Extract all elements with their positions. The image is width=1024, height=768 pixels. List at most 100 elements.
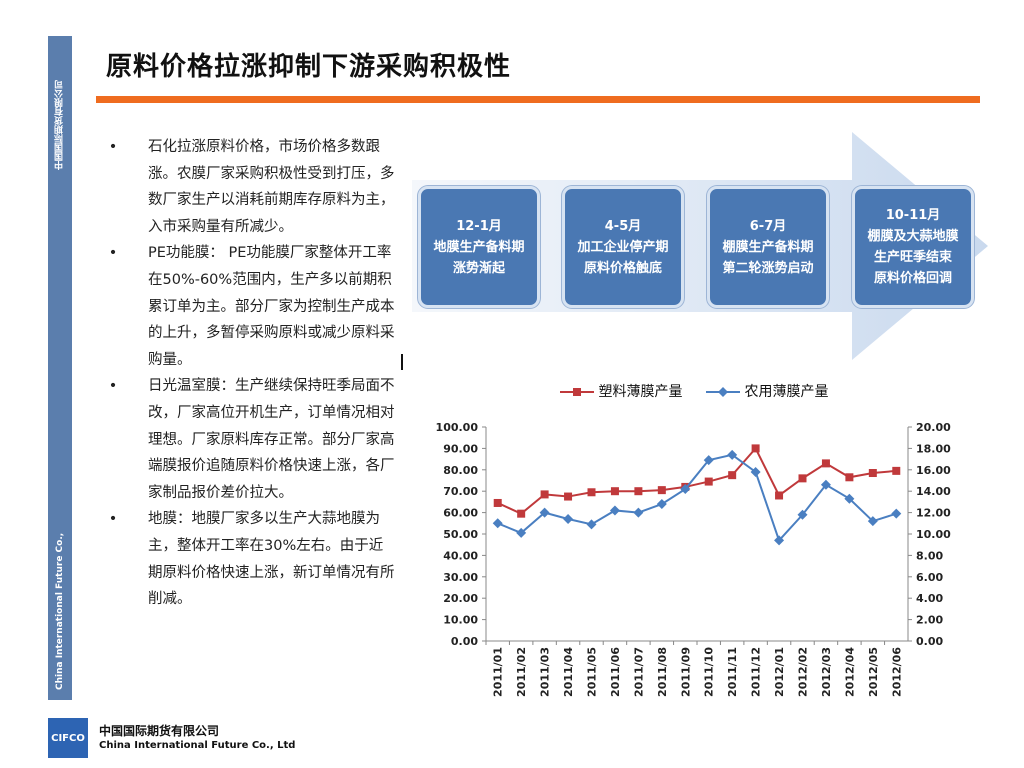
left-axis-tick-label: 0.00 (451, 635, 478, 648)
data-point-agri (656, 499, 667, 510)
footer-company-en: China International Future Co., Ltd (99, 740, 296, 751)
data-point-agri (563, 514, 574, 525)
sidebar-company-en: China International Future Co., Ltd (55, 532, 89, 690)
x-axis-tick-label: 2011/08 (656, 647, 669, 697)
left-axis-tick-label: 40.00 (443, 549, 478, 562)
data-point-agri (797, 509, 808, 520)
timeline-period: 4-5月 (604, 218, 642, 234)
right-axis-tick-label: 4.00 (916, 592, 943, 605)
x-axis-tick-label: 2011/07 (632, 647, 645, 697)
x-axis-tick-label: 2012/04 (843, 647, 856, 697)
x-axis-tick-label: 2011/04 (562, 647, 575, 697)
data-point-plastic (517, 509, 526, 518)
data-point-agri (516, 527, 527, 538)
x-axis-tick-label: 2011/11 (726, 647, 739, 697)
data-point-plastic (868, 469, 877, 478)
right-axis-tick-label: 10.00 (916, 528, 951, 541)
timeline-arrow (412, 132, 988, 360)
right-axis-tick-label: 6.00 (916, 571, 943, 584)
data-point-agri (586, 519, 597, 530)
data-point-plastic (845, 473, 854, 482)
left-axis-tick-label: 90.00 (443, 442, 478, 455)
data-point-plastic (892, 466, 901, 475)
x-axis-tick-label: 2012/03 (820, 647, 833, 697)
legend-marker-diamond-icon (706, 387, 740, 397)
series-line-agri (497, 453, 897, 543)
timeline-note: 涨势渐起 (452, 260, 505, 276)
timeline-note: 生产旺季结束 (873, 250, 952, 265)
timeline-period: 12-1月 (456, 218, 502, 234)
right-axis-tick-label: 8.00 (916, 549, 943, 562)
cifco-logo: CIFCO (48, 718, 88, 758)
data-point-plastic (728, 471, 737, 480)
right-axis-tick-label: 0.00 (916, 635, 943, 648)
left-axis-tick-label: 80.00 (443, 464, 478, 477)
bullet-item: • 石化拉涨原料价格，市场价格多数跟涨。农膜厂家采购积极性受到打压，多数厂家生产… (106, 134, 396, 240)
timeline-box-apr-may: 4-5月 加工企业停产期 原料价格触底 (562, 186, 684, 308)
data-point-plastic (821, 459, 830, 468)
data-point-agri (680, 484, 691, 495)
data-point-plastic (564, 492, 573, 501)
data-point-plastic (610, 487, 619, 496)
bullet-text: 地膜：地膜厂家多以生产大蒜地膜为主，整体开工率在30%左右。由于近期原料价格快速… (148, 511, 395, 608)
x-axis-tick-label: 2011/12 (750, 647, 763, 697)
timeline-box-dec-jan: 12-1月 地膜生产备料期 涨势渐起 (418, 186, 540, 308)
timeline-event: 地膜生产备料期 (433, 239, 525, 255)
left-axis-tick-label: 60.00 (443, 507, 478, 520)
timeline-box-jun-jul: 6-7月 棚膜生产备料期 第二轮涨势启动 (707, 186, 829, 308)
timeline-event: 加工企业停产期 (577, 239, 669, 255)
data-point-agri (891, 508, 902, 519)
data-point-agri (867, 516, 878, 527)
series-line-plastic (497, 446, 897, 515)
sidebar-company-cn: 中国国际期货有限公司 (55, 80, 65, 170)
x-axis-tick-label: 2011/06 (609, 647, 622, 697)
right-axis-tick-label: 12.00 (916, 507, 951, 520)
data-point-plastic (634, 487, 643, 496)
bullet-text: 石化拉涨原料价格，市场价格多数跟涨。农膜厂家采购积极性受到打压，多数厂家生产以消… (148, 139, 395, 235)
timeline-event: 棚膜生产备料期 (722, 239, 814, 255)
left-sidebar-band (48, 36, 72, 700)
x-axis-tick-label: 2012/05 (867, 647, 880, 697)
data-point-agri (609, 505, 620, 516)
bullet-item: • 地膜：地膜厂家多以生产大蒜地膜为主，整体开工率在30%左右。由于近期原料价格… (106, 506, 396, 612)
data-point-plastic (493, 498, 502, 507)
right-axis-tick-label: 14.00 (916, 485, 951, 498)
right-axis-tick-label: 16.00 (916, 464, 951, 477)
data-point-agri (727, 449, 738, 460)
page-title: 原料价格拉涨抑制下游采购积极性 (106, 52, 512, 82)
left-axis-tick-label: 70.00 (443, 485, 478, 498)
bullet-text: PE功能膜： PE功能膜厂家整体开工率在50%-60%范围内，生产多以前期积累订… (148, 245, 395, 368)
data-point-agri (820, 479, 831, 490)
left-axis-tick-label: 100.00 (436, 421, 479, 434)
x-axis-tick-label: 2011/02 (515, 647, 528, 697)
right-axis-tick-label: 20.00 (916, 421, 951, 434)
bullet-item: • 日光温室膜：生产继续保持旺季局面不改，厂家高位开机生产，订单情况相对理想。厂… (106, 373, 396, 506)
legend-marker-square-icon (560, 388, 594, 396)
right-axis-tick-label: 18.00 (916, 442, 951, 455)
data-point-agri (633, 507, 644, 518)
timeline-note: 原料价格回调 (873, 271, 952, 286)
timeline-period: 10-11月 (885, 208, 941, 223)
x-axis-tick-label: 2012/02 (797, 647, 810, 697)
left-axis-tick-label: 30.00 (443, 571, 478, 584)
left-axis-tick-label: 10.00 (443, 614, 478, 627)
data-point-agri (844, 493, 855, 504)
left-axis-tick-label: 20.00 (443, 592, 478, 605)
x-axis-tick-label: 2011/05 (586, 647, 599, 697)
bullet-item: • PE功能膜： PE功能膜厂家整体开工率在50%-60%范围内，生产多以前期积… (106, 240, 396, 373)
x-axis-tick-label: 2012/06 (890, 647, 903, 697)
data-point-agri (774, 535, 785, 546)
bullet-dot: • (108, 511, 118, 528)
data-point-plastic (798, 474, 807, 483)
data-point-plastic (540, 490, 549, 499)
data-point-agri (750, 466, 761, 477)
x-axis-tick-label: 2012/01 (773, 647, 786, 697)
data-point-plastic (751, 444, 760, 453)
timeline-note: 原料价格触底 (583, 260, 662, 276)
x-axis-tick-label: 2011/10 (703, 647, 716, 697)
legend-item-agri: 农用薄膜产量 (706, 381, 828, 401)
title-divider (96, 96, 980, 103)
timeline-period: 6-7月 (749, 218, 787, 234)
bullet-dot: • (108, 245, 118, 262)
timeline-diagram: 12-1月 地膜生产备料期 涨势渐起 4-5月 加工企业停产期 原料价格触底 6… (412, 128, 988, 362)
